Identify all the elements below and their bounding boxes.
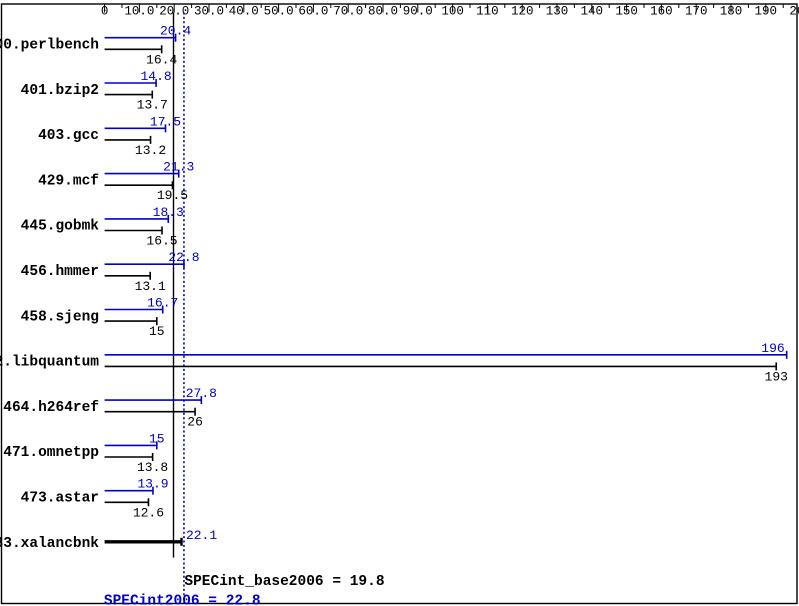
- svg-text:26: 26: [187, 415, 203, 430]
- svg-text:110: 110: [476, 5, 499, 19]
- svg-text:15: 15: [149, 324, 165, 339]
- svg-text:18.3: 18.3: [153, 205, 184, 220]
- svg-text:160: 160: [650, 5, 673, 19]
- svg-text:14.8: 14.8: [140, 69, 171, 84]
- svg-text:120: 120: [511, 5, 534, 19]
- svg-text:50.0: 50.0: [264, 5, 294, 19]
- svg-text:30.0: 30.0: [194, 5, 224, 19]
- svg-text:13.1: 13.1: [135, 279, 166, 294]
- svg-text:21.3: 21.3: [163, 160, 194, 175]
- svg-text:13.9: 13.9: [137, 477, 168, 492]
- svg-text:473.astar: 473.astar: [21, 491, 99, 507]
- svg-text:16.5: 16.5: [146, 234, 177, 249]
- svg-text:70.0: 70.0: [333, 5, 363, 19]
- svg-text:13.8: 13.8: [137, 460, 168, 475]
- svg-text:190: 190: [755, 5, 778, 19]
- svg-text:22.1: 22.1: [186, 528, 217, 543]
- svg-text:60.0: 60.0: [298, 5, 328, 19]
- svg-text:403.gcc: 403.gcc: [38, 128, 99, 144]
- svg-text:90.0: 90.0: [403, 5, 433, 19]
- svg-text:27.8: 27.8: [186, 386, 217, 401]
- svg-text:458.sjeng: 458.sjeng: [21, 309, 99, 325]
- svg-text:140: 140: [581, 5, 604, 19]
- svg-text:13.2: 13.2: [135, 143, 166, 158]
- svg-text:462.libquantum: 462.libquantum: [0, 355, 99, 371]
- svg-text:20.4: 20.4: [160, 24, 191, 39]
- svg-text:150: 150: [615, 5, 638, 19]
- svg-text:16.7: 16.7: [147, 296, 178, 311]
- svg-text:429.mcf: 429.mcf: [38, 173, 99, 189]
- svg-text:22.8: 22.8: [168, 250, 199, 265]
- svg-text:445.gobmk: 445.gobmk: [21, 219, 100, 235]
- svg-text:456.hmmer: 456.hmmer: [21, 264, 99, 280]
- svg-text:SPECint_base2006 = 19.8: SPECint_base2006 = 19.8: [184, 574, 384, 590]
- svg-text:400.perlbench: 400.perlbench: [0, 38, 99, 54]
- svg-text:180: 180: [720, 5, 743, 19]
- svg-text:100: 100: [441, 5, 464, 19]
- svg-text:483.xalancbnk: 483.xalancbnk: [0, 536, 99, 552]
- svg-text:17.5: 17.5: [150, 114, 181, 129]
- svg-text:0: 0: [101, 5, 109, 19]
- svg-text:16.4: 16.4: [146, 52, 177, 67]
- svg-text:401.bzip2: 401.bzip2: [21, 83, 99, 99]
- svg-text:170: 170: [685, 5, 708, 19]
- svg-text:13.7: 13.7: [137, 98, 168, 113]
- svg-text:130: 130: [546, 5, 569, 19]
- svg-text:80.0: 80.0: [368, 5, 398, 19]
- svg-text:19.5: 19.5: [157, 188, 188, 203]
- svg-text:196: 196: [761, 341, 784, 356]
- svg-text:471.omnetpp: 471.omnetpp: [3, 445, 99, 461]
- svg-text:40.0: 40.0: [229, 5, 259, 19]
- svg-text:SPECint2006 = 22.8: SPECint2006 = 22.8: [104, 594, 261, 606]
- svg-text:10.0: 10.0: [124, 5, 154, 19]
- svg-text:12.6: 12.6: [133, 505, 164, 520]
- svg-text:464.h264ref: 464.h264ref: [3, 400, 99, 416]
- svg-text:15: 15: [149, 431, 165, 446]
- svg-text:193: 193: [765, 369, 788, 384]
